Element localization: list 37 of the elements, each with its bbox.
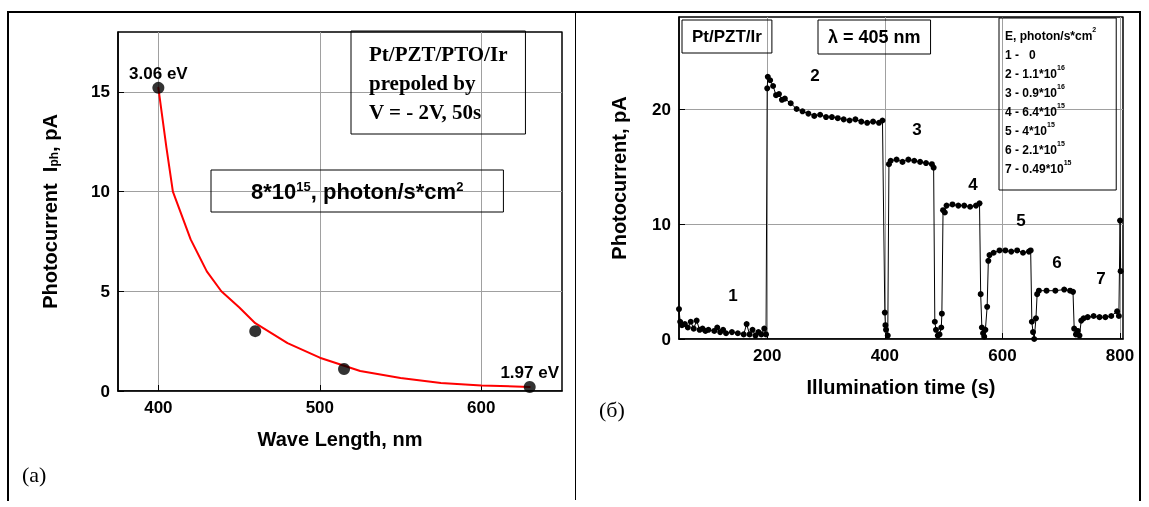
x-axis-title: Wave Length, nm (257, 428, 423, 450)
annotation: 1 - 0 (1005, 47, 1037, 62)
y-tick-label: 20 (652, 99, 671, 119)
annotation: 3.06 eV (129, 63, 189, 83)
annotation: Pt/PZT/PTO/Ir prepoled by V = - 2V, 50s (369, 41, 508, 124)
point (523, 381, 536, 394)
x-tick-label: 800 (1105, 346, 1135, 365)
y-tick-label: 15 (91, 82, 110, 102)
y-tick-label: 10 (652, 214, 671, 234)
annotation: 4 (968, 174, 979, 194)
annotation: 3 (912, 119, 922, 139)
y-axis-title: Photocurrent Iph, pA (39, 114, 61, 309)
annotation: 6 (1052, 252, 1062, 272)
y-tick-label: 5 (100, 281, 110, 301)
annotation: 1.97 eV (500, 363, 560, 383)
x-tick-label: 400 (144, 398, 173, 417)
annotation: λ = 405 nm (828, 27, 921, 47)
x-tick-label: 600 (467, 398, 496, 417)
annotation: 5 (1016, 210, 1026, 230)
x-axis-title: Illumination time (s) (806, 376, 996, 398)
y-tick-label: 0 (100, 381, 110, 401)
annotation: 7 (1096, 268, 1106, 288)
text: (б) (599, 396, 625, 422)
x-tick-label: 400 (870, 346, 900, 365)
x-tick-label: 200 (753, 346, 782, 365)
y-tick-label: 0 (661, 329, 671, 349)
text: (a) (22, 461, 47, 487)
x-tick-label: 500 (305, 398, 335, 417)
point (152, 81, 165, 94)
point (249, 325, 262, 338)
annotation: 2 (810, 65, 820, 85)
y-tick-label: 10 (91, 182, 110, 202)
annotation: Pt/PZT/Ir (692, 27, 763, 46)
x-tick-label: 600 (988, 346, 1017, 365)
y-axis-title: Photocurrent, pA (608, 96, 630, 260)
annotation: 1 (728, 285, 738, 305)
point (338, 363, 351, 376)
